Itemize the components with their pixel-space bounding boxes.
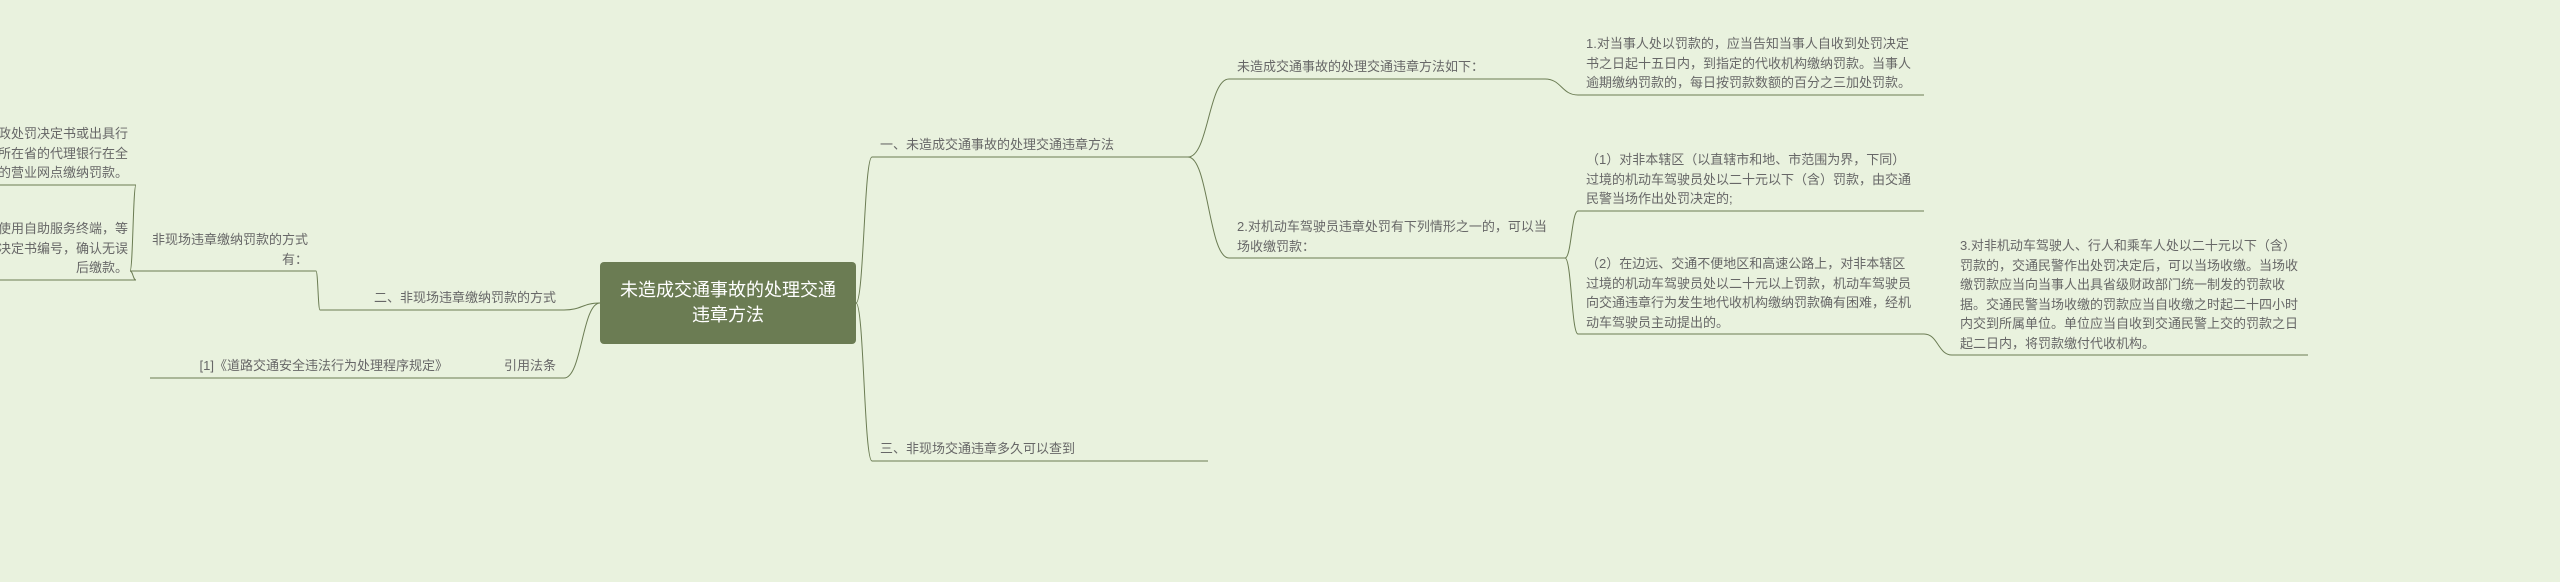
node-text: 非现场违章缴纳罚款的方式有： (152, 232, 308, 267)
mindmap-node: 1.营业网点缴纳：缴款人可持行政处罚决定书或出具行政处罚决定书编号，到处理地所在… (0, 120, 136, 187)
node-text: （2）在边远、交通不便地区和高速公路上，对非本辖区过境的机动车驾驶员处以二十元以… (1586, 256, 1911, 330)
mindmap-node: 未造成交通事故的处理交通违章方法如下： (1229, 53, 1545, 81)
mindmap-node: （2）在边远、交通不便地区和高速公路上，对非本辖区过境的机动车驾驶员处以二十元以… (1578, 250, 1924, 336)
mindmap-node: [1]《道路交通安全违法行为处理程序规定》 (150, 352, 456, 380)
mindmap-node: 二、非现场违章缴纳罚款的方式 (320, 284, 564, 312)
mindmap-node: （1）对非本辖区（以直辖市和地、市范围为界，下同）过境的机动车驾驶员处以二十元以… (1578, 146, 1924, 213)
mindmap-node: 3.对非机动车驾驶人、行人和乘车人处以二十元以下（含）罚款的，交通民警作出处罚决… (1952, 232, 2308, 357)
node-text: 2.对机动车驾驶员违章处罚有下列情形之一的，可以当场收缴罚款： (1237, 219, 1547, 254)
mindmap-node: 2.对机动车驾驶员违章处罚有下列情形之一的，可以当场收缴罚款： (1229, 213, 1565, 260)
mindmap-node: 一、未造成交通事故的处理交通违章方法 (872, 131, 1188, 159)
node-text: 2.手机银行等方式缴纳：缴款人使用自助服务终端，等登录缴款界面，录入行政处罚决定… (0, 221, 128, 275)
mindmap-node: 非现场违章缴纳罚款的方式有： (130, 226, 316, 273)
node-text: [1]《道路交通安全违法行为处理程序规定》 (200, 358, 448, 373)
mindmap-node: 引用法条 (488, 352, 564, 380)
node-text: 3.对非机动车驾驶人、行人和乘车人处以二十元以下（含）罚款的，交通民警作出处罚决… (1960, 238, 2298, 351)
node-text: 引用法条 (504, 358, 556, 373)
root-label: 未造成交通事故的处理交通违章方法 (614, 278, 842, 328)
mindmap-node: 2.手机银行等方式缴纳：缴款人使用自助服务终端，等登录缴款界面，录入行政处罚决定… (0, 215, 136, 282)
node-text: 1.营业网点缴纳：缴款人可持行政处罚决定书或出具行政处罚决定书编号，到处理地所在… (0, 126, 128, 180)
mindmap-root: 未造成交通事故的处理交通违章方法 (600, 262, 856, 344)
node-text: 二、非现场违章缴纳罚款的方式 (374, 290, 556, 305)
mindmap-node: 1.对当事人处以罚款的，应当告知当事人自收到处罚决定书之日起十五日内，到指定的代… (1578, 30, 1924, 97)
node-text: 1.对当事人处以罚款的，应当告知当事人自收到处罚决定书之日起十五日内，到指定的代… (1586, 36, 1911, 90)
node-text: （1）对非本辖区（以直辖市和地、市范围为界，下同）过境的机动车驾驶员处以二十元以… (1586, 152, 1911, 206)
node-text: 未造成交通事故的处理交通违章方法如下： (1237, 59, 1484, 74)
mindmap-node: 三、非现场交通违章多久可以查到 (872, 435, 1208, 463)
node-text: 三、非现场交通违章多久可以查到 (880, 441, 1075, 456)
node-text: 一、未造成交通事故的处理交通违章方法 (880, 137, 1114, 152)
